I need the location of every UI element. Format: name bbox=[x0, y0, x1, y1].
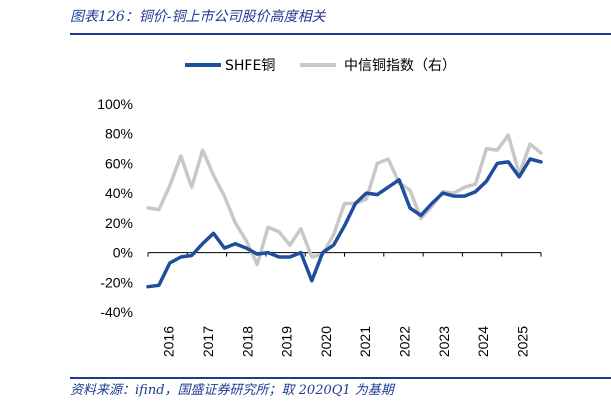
chart-legend: SHFE铜 中信铜指数（右） bbox=[185, 58, 456, 74]
series-lines bbox=[146, 133, 543, 289]
x-tick-labels: 2016 2017 2018 2019 2020 2021 2022 2023 2024 2025 bbox=[161, 326, 531, 357]
y-tick-label: 20% bbox=[105, 215, 133, 231]
y-tick-label: -40% bbox=[100, 304, 133, 320]
x-tick-label: 2020 bbox=[318, 326, 334, 357]
x-tick-label: 2016 bbox=[161, 326, 177, 357]
x-tick-label: 2023 bbox=[436, 326, 452, 357]
y-tick-label: 40% bbox=[105, 185, 133, 201]
x-tick-label: 2022 bbox=[396, 326, 412, 357]
x-tick-label: 2019 bbox=[279, 326, 295, 357]
y-tick-label: -20% bbox=[100, 274, 133, 290]
header-rule bbox=[70, 33, 611, 35]
y-tick-label: 100% bbox=[97, 96, 133, 112]
x-tick-label: 2025 bbox=[514, 326, 530, 357]
x-axis bbox=[147, 252, 542, 257]
source-note: 资料来源：ifind，国盛证券研究所；取 2020Q1 为基期 bbox=[70, 383, 394, 398]
y-tick-label: 0% bbox=[113, 245, 133, 261]
x-tick-label: 2021 bbox=[357, 326, 373, 357]
x-tick-label: 2017 bbox=[200, 326, 216, 357]
legend-label: 中信铜指数（右） bbox=[344, 58, 456, 74]
y-axis: 100% 80% 60% 40% 20% 0% -20% -40% bbox=[97, 96, 133, 320]
x-tick-label: 2024 bbox=[475, 326, 491, 357]
y-tick-label: 80% bbox=[105, 126, 133, 142]
x-tick-label: 2018 bbox=[239, 326, 255, 357]
series-line-citic-copper-index bbox=[146, 133, 543, 267]
chart-title: 图表126：铜价-铜上市公司股价高度相关 bbox=[70, 9, 326, 25]
footer-rule bbox=[70, 377, 611, 379]
legend-label: SHFE铜 bbox=[225, 58, 275, 74]
y-tick-label: 60% bbox=[105, 155, 133, 171]
series-line-shfe-copper bbox=[146, 157, 543, 289]
